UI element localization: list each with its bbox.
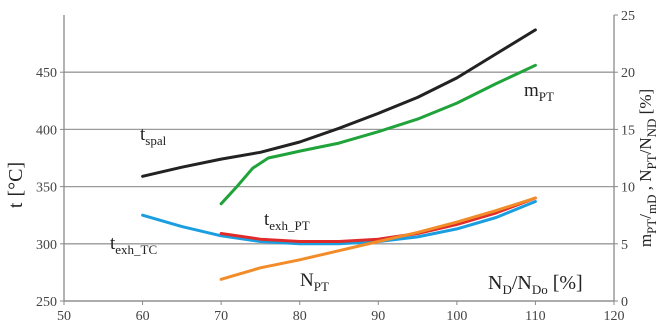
y-left-tick-label-3: 400 — [36, 123, 57, 138]
series-label-m-pt: mPT — [524, 80, 554, 104]
y-left-tick-label-4: 450 — [36, 66, 57, 81]
axes: 50 60 70 80 90 100 110 120 250 300 350 400 450 0 5 10 15… — [36, 9, 635, 324]
series-line-t-exh-tc — [141, 200, 537, 246]
series-line-t-exh-pt — [219, 196, 537, 243]
x-tick-label-6: 110 — [525, 309, 545, 324]
x-tick-label-3: 80 — [293, 309, 307, 324]
series-label-t-spal: tspal — [140, 124, 167, 148]
x-tick-label-7: 120 — [604, 309, 625, 324]
series-lines — [141, 28, 537, 281]
x-tick-label-1: 60 — [136, 309, 150, 324]
series-line-m-pt — [219, 63, 537, 206]
x-tick-label-4: 90 — [371, 309, 385, 324]
series-label-t-exh-pt: texh_PT — [264, 209, 310, 233]
series-label-t-exh-tc: texh_TC — [110, 233, 157, 257]
series-label-n-pt: NPT — [300, 270, 329, 294]
x-axis-label: ND/NDo [%] — [488, 272, 583, 297]
gridlines — [64, 71, 614, 302]
y-right-tick-label-0: 0 — [621, 295, 628, 310]
x-tick-label-0: 50 — [57, 309, 71, 324]
y-right-tick-label-1: 5 — [621, 238, 628, 253]
y-left-tick-label-1: 300 — [36, 238, 57, 253]
y-right-tick-label-3: 15 — [621, 123, 635, 138]
y-right-tick-label-5: 25 — [621, 9, 635, 24]
y-right-tick-label-2: 10 — [621, 181, 635, 196]
y-left-tick-label-0: 250 — [36, 295, 57, 310]
series-line-n-pt — [219, 196, 537, 281]
y-right-axis-label: mPT/mD , NPT/NND [%] — [636, 89, 659, 247]
x-tick-label-5: 100 — [446, 309, 467, 324]
y-left-axis-label: t[°C] — [5, 162, 27, 208]
x-tick-label-2: 70 — [214, 309, 228, 324]
series-line-t-spal — [141, 28, 537, 178]
y-right-tick-label-4: 20 — [621, 66, 635, 81]
labels: t[°C] mPT/mD , NPT/NND [%] ND/NDo [%] ts… — [5, 80, 659, 297]
y-left-tick-label-2: 350 — [36, 181, 57, 196]
